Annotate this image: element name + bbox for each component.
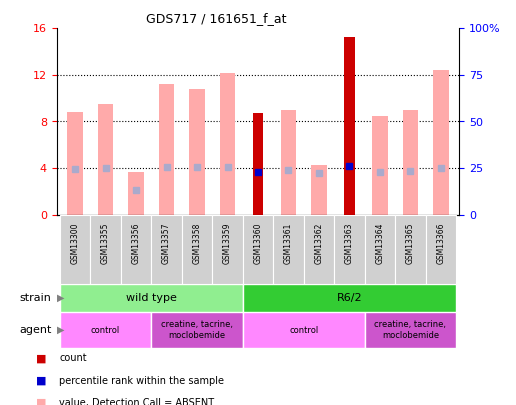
Bar [60, 284, 243, 312]
Text: GSM13366: GSM13366 [437, 223, 445, 264]
Bar [433, 70, 448, 215]
Text: GSM13360: GSM13360 [253, 223, 263, 264]
Text: ■: ■ [36, 376, 46, 386]
Text: value, Detection Call = ABSENT: value, Detection Call = ABSENT [59, 398, 215, 405]
Bar [151, 312, 243, 348]
Text: percentile rank within the sample: percentile rank within the sample [59, 376, 224, 386]
Bar [365, 215, 395, 284]
Bar [243, 312, 365, 348]
Bar [220, 72, 235, 215]
Text: ■: ■ [36, 398, 46, 405]
Text: R6/2: R6/2 [336, 293, 362, 303]
Bar [344, 36, 355, 215]
Bar [212, 215, 243, 284]
Bar [128, 172, 143, 215]
Text: creatine, tacrine,
moclobemide: creatine, tacrine, moclobemide [161, 320, 233, 340]
Bar [253, 113, 263, 215]
Text: GSM13364: GSM13364 [376, 223, 384, 264]
Bar [373, 116, 388, 215]
Text: GSM13356: GSM13356 [132, 223, 140, 264]
Text: control: control [91, 326, 120, 335]
Text: wild type: wild type [126, 293, 176, 303]
Text: ■: ■ [36, 354, 46, 363]
Text: strain: strain [20, 293, 52, 303]
Bar [121, 215, 151, 284]
Text: GSM13355: GSM13355 [101, 223, 110, 264]
Text: count: count [59, 354, 87, 363]
Bar [60, 215, 90, 284]
Bar [281, 110, 296, 215]
Bar [98, 104, 113, 215]
Bar [243, 284, 456, 312]
Bar [60, 312, 151, 348]
Text: ▶: ▶ [57, 325, 64, 335]
Text: GSM13365: GSM13365 [406, 223, 415, 264]
Bar [311, 164, 327, 215]
Bar [189, 89, 205, 215]
Bar [395, 215, 426, 284]
Bar [243, 215, 273, 284]
Text: GSM13363: GSM13363 [345, 223, 354, 264]
Text: GSM13357: GSM13357 [162, 223, 171, 264]
Bar [273, 215, 304, 284]
Text: GSM13358: GSM13358 [192, 223, 202, 264]
Text: agent: agent [19, 325, 52, 335]
Text: creatine, tacrine,
moclobemide: creatine, tacrine, moclobemide [375, 320, 446, 340]
Text: GDS717 / 161651_f_at: GDS717 / 161651_f_at [147, 12, 287, 25]
Text: GSM13361: GSM13361 [284, 223, 293, 264]
Text: GSM13300: GSM13300 [71, 223, 79, 264]
Bar [151, 215, 182, 284]
Text: control: control [289, 326, 318, 335]
Bar [182, 215, 212, 284]
Bar [365, 312, 456, 348]
Text: GSM13362: GSM13362 [314, 223, 324, 264]
Bar [159, 84, 174, 215]
Bar [68, 112, 83, 215]
Bar [426, 215, 456, 284]
Text: ▶: ▶ [57, 293, 64, 303]
Bar [90, 215, 121, 284]
Text: GSM13359: GSM13359 [223, 223, 232, 264]
Bar [334, 215, 365, 284]
Bar [304, 215, 334, 284]
Bar [403, 110, 418, 215]
